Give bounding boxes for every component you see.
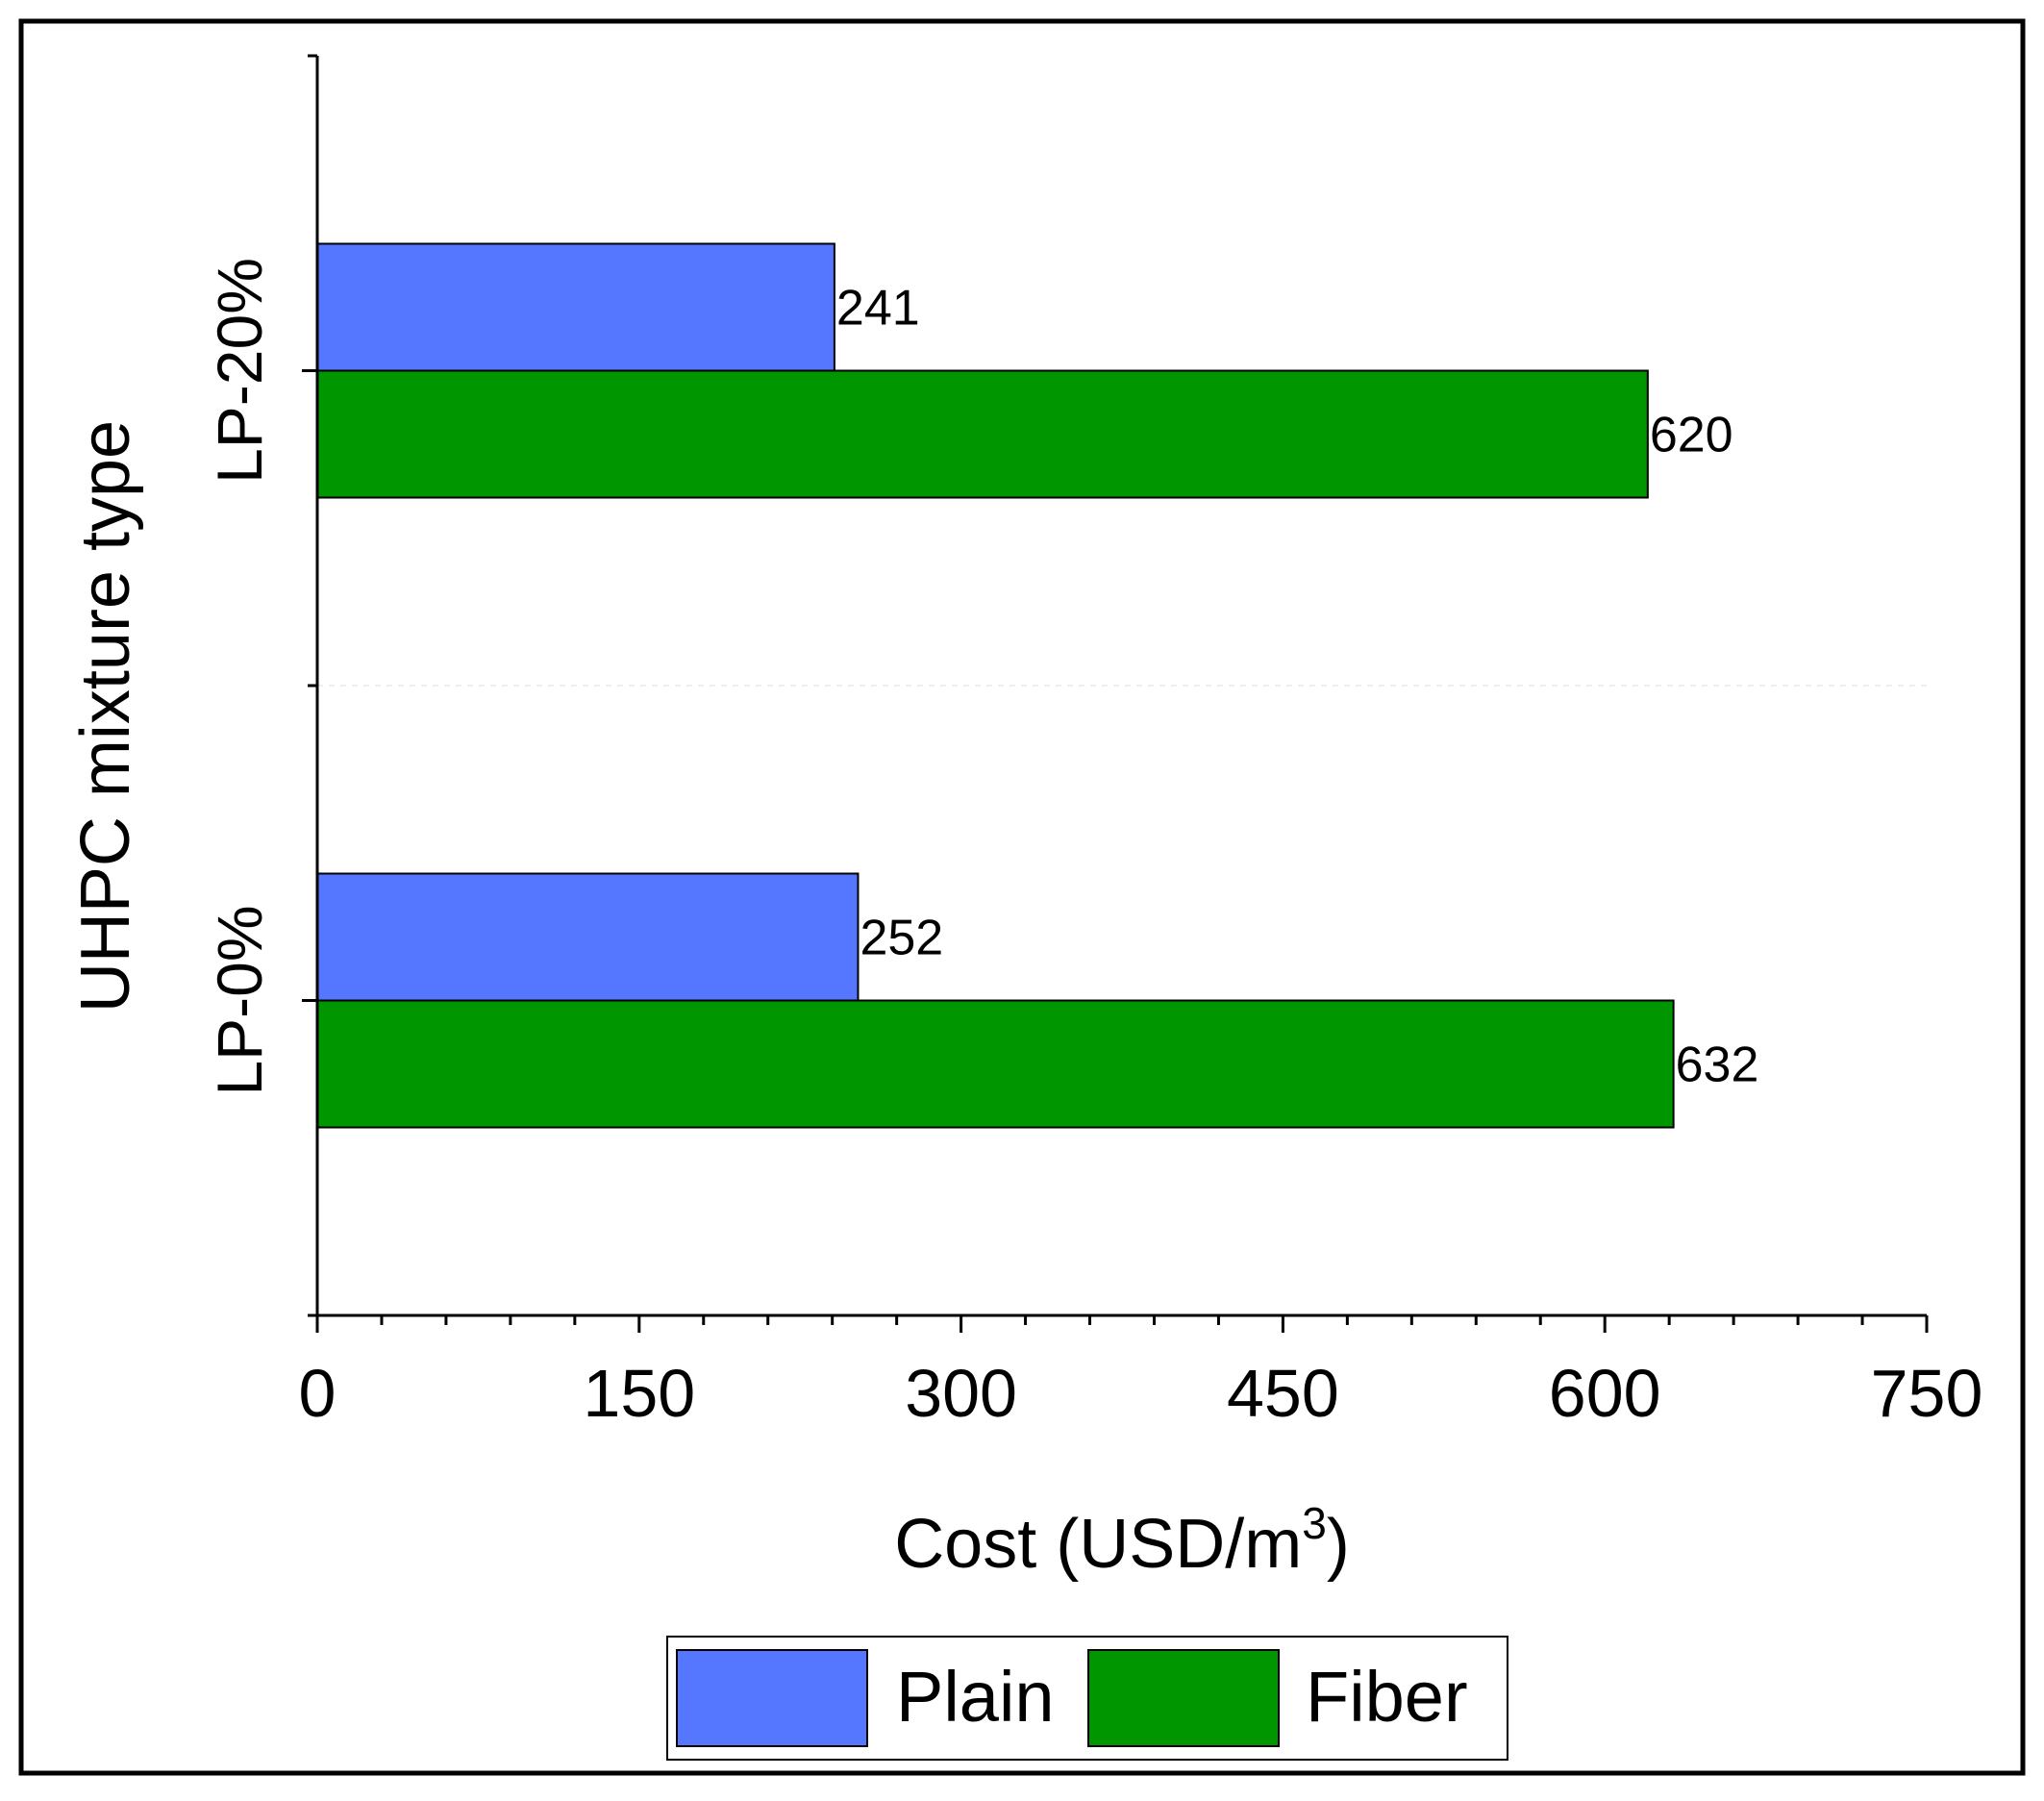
x-tick-label-4: 600 [1549, 1356, 1661, 1431]
bar-plain-0 [316, 242, 835, 372]
data-label-plain-1: 252 [860, 911, 943, 966]
legend-swatch-fiber [1087, 1649, 1280, 1747]
x-tick-label-3: 450 [1227, 1356, 1339, 1431]
data-label-fiber-0: 620 [1650, 408, 1733, 463]
legend: Plain Fiber [666, 1636, 1508, 1761]
bar-fiber-1 [316, 999, 1675, 1129]
data-label-fiber-1: 632 [1676, 1038, 1759, 1093]
legend-label-fiber: Fiber [1306, 1657, 1468, 1737]
x-tick-label-0: 0 [299, 1356, 337, 1431]
data-label-plain-0: 241 [836, 281, 920, 337]
y-tick-label-1: LP-0% [204, 905, 275, 1095]
bar-fiber-0 [316, 369, 1649, 499]
x-axis-title-main: Cost (USD/m [894, 1506, 1302, 1583]
x-axis-title-superscript: 3 [1302, 1498, 1327, 1548]
bar-plain-1 [316, 872, 860, 1002]
legend-label-plain: Plain [896, 1657, 1055, 1737]
legend-swatch-plain [676, 1649, 868, 1747]
y-tick-label-0: LP-20% [204, 258, 275, 484]
x-axis-title: Cost (USD/m3) [894, 1498, 1350, 1583]
x-tick-label-2: 300 [905, 1356, 1017, 1431]
plot-area: 241 620 LP-20% 252 632 LP-0% 0 150 300 450 600 750 C… [67, 54, 1983, 1583]
y-axis-title: UHPC mixture type [67, 420, 144, 1013]
x-tick-label-1: 150 [583, 1356, 695, 1431]
x-axis-title-suffix: ) [1327, 1506, 1350, 1583]
x-tick-label-5: 750 [1871, 1356, 1983, 1431]
